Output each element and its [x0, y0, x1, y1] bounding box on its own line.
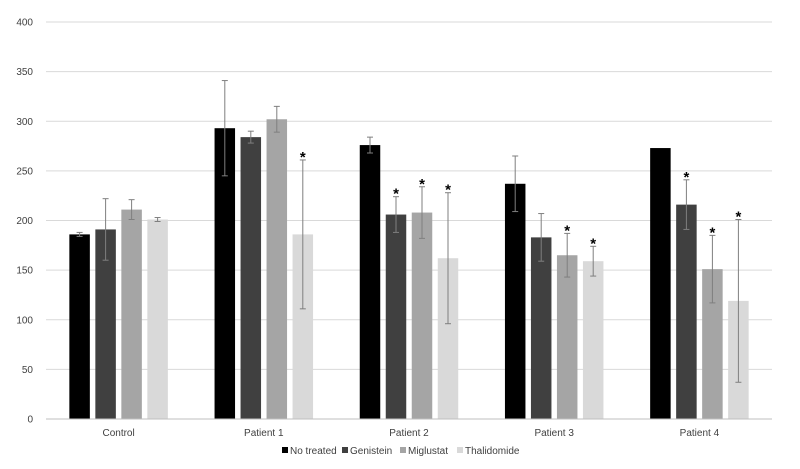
bars [69, 119, 749, 420]
significance-star: * [393, 186, 399, 203]
bar [582, 261, 604, 419]
legend-label: Genistein [350, 446, 392, 457]
legend-swatch [457, 447, 463, 453]
significance-star: * [445, 182, 451, 199]
y-tick-label: 300 [16, 117, 33, 128]
y-tick-label: 100 [16, 315, 33, 326]
bar [650, 148, 671, 420]
significance-star: * [300, 149, 306, 166]
legend-swatch [282, 447, 288, 453]
y-tick-label: 150 [16, 266, 33, 277]
legend-label: Miglustat [408, 446, 448, 457]
error-bars [76, 80, 742, 383]
y-tick-label: 400 [16, 18, 33, 29]
bar [530, 237, 552, 419]
bar [556, 255, 578, 419]
bar [437, 258, 459, 419]
bar [95, 229, 116, 419]
legend-label: No treated [290, 446, 337, 457]
y-tick-label: 50 [22, 365, 34, 376]
bar [214, 128, 236, 419]
y-tick-label: 250 [16, 166, 33, 177]
significance-star: * [590, 235, 596, 252]
bar [676, 204, 697, 419]
significance-star: * [709, 224, 715, 241]
significance-star: * [683, 169, 689, 186]
bar [69, 234, 90, 419]
significance-markers: * * * * * * * * * [300, 149, 742, 252]
category-label: Patient 4 [680, 428, 720, 439]
significance-star: * [735, 209, 741, 226]
y-tick-label: 200 [16, 216, 33, 227]
bar [385, 214, 407, 419]
bar [504, 183, 526, 419]
bar [121, 209, 142, 419]
legend-swatch [400, 447, 406, 453]
category-label: Patient 2 [389, 428, 429, 439]
significance-star: * [419, 176, 425, 193]
bar [292, 234, 314, 419]
category-label: Control [102, 428, 134, 439]
y-tick-label: 0 [27, 415, 33, 426]
bar [411, 212, 433, 419]
y-tick-label: 350 [16, 67, 33, 78]
bar [240, 137, 262, 419]
bar [702, 269, 723, 419]
category-label: Patient 1 [244, 428, 284, 439]
y-axis-ticks: 0 50 100 150 200 250 300 350 400 [16, 18, 33, 426]
bar [147, 219, 168, 419]
category-label: Patient 3 [534, 428, 574, 439]
category-labels: Control Patient 1 Patient 2 Patient 3 Patien… [102, 428, 719, 439]
legend-swatch [342, 447, 348, 453]
bar [359, 145, 381, 419]
legend: No treated Genistein Miglustat Thalidomide [282, 446, 520, 457]
legend-label: Thalidomide [465, 446, 520, 457]
bar [266, 119, 288, 419]
significance-star: * [564, 222, 570, 239]
